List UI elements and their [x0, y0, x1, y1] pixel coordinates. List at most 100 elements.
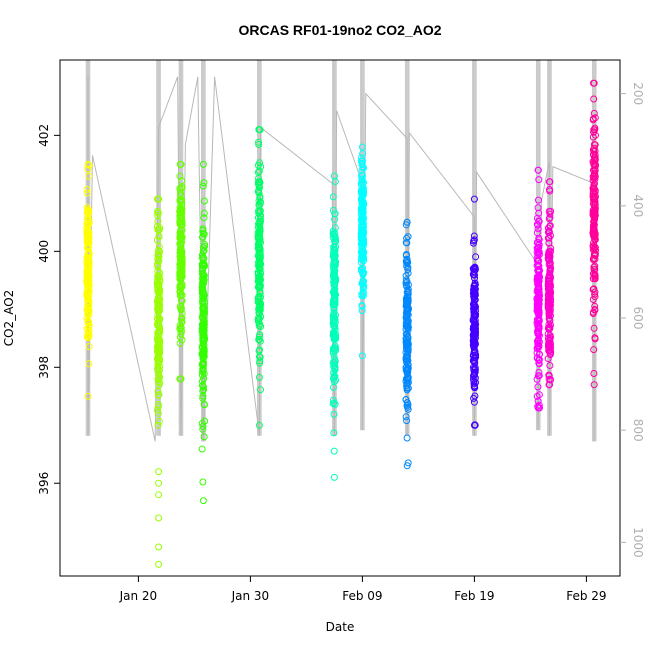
data-point	[546, 286, 554, 294]
data-point	[199, 294, 207, 302]
data-point	[470, 310, 478, 318]
data-point	[545, 314, 553, 322]
series-4	[254, 126, 265, 429]
data-point	[470, 289, 478, 297]
data-point	[402, 413, 410, 421]
data-point	[533, 220, 541, 228]
data-point	[200, 179, 208, 187]
data-point	[201, 308, 209, 316]
data-point	[331, 292, 339, 300]
data-point	[155, 345, 163, 353]
data-point	[589, 226, 597, 234]
data-point	[534, 297, 542, 305]
data-point	[545, 307, 553, 315]
data-point	[154, 281, 162, 289]
data-point	[83, 306, 91, 314]
data-point	[544, 330, 552, 338]
data-point	[331, 356, 339, 364]
data-point	[534, 247, 542, 255]
data-point	[545, 208, 553, 215]
x-tick-label: Jan 30	[231, 589, 270, 603]
data-point	[200, 197, 208, 205]
data-point	[357, 154, 365, 162]
x-axis-label: Date	[326, 620, 355, 634]
data-point	[470, 195, 478, 203]
data-point	[200, 244, 208, 252]
data-point	[404, 281, 412, 289]
data-point	[469, 341, 477, 349]
data-point	[85, 210, 92, 218]
data-point	[177, 375, 185, 383]
data-point	[546, 251, 554, 259]
data-point	[330, 429, 338, 437]
data-point	[359, 241, 367, 249]
data-point	[591, 154, 598, 162]
data-point	[469, 375, 477, 383]
data-point	[330, 447, 338, 455]
data-point	[470, 301, 478, 309]
data-point	[85, 343, 93, 351]
y-tick-label: 402	[37, 124, 51, 147]
data-point	[155, 543, 163, 551]
data-point	[155, 479, 163, 487]
data-point	[534, 280, 542, 288]
data-point	[403, 218, 411, 226]
data-point	[357, 255, 365, 263]
data-point	[255, 167, 263, 175]
data-point	[471, 330, 479, 338]
data-point	[404, 306, 412, 314]
y2-tick-label: 200	[631, 82, 645, 105]
data-point	[472, 253, 480, 261]
series-11	[589, 79, 599, 389]
data-point	[176, 198, 184, 206]
data-point	[589, 256, 597, 264]
data-point	[404, 297, 412, 304]
data-point	[178, 314, 186, 322]
data-points	[83, 79, 599, 568]
data-point	[329, 193, 337, 201]
data-point	[255, 175, 262, 182]
data-point	[154, 272, 162, 280]
data-point	[403, 367, 411, 375]
data-point	[404, 459, 412, 467]
data-point	[198, 251, 206, 259]
data-point	[471, 311, 479, 319]
data-point	[358, 143, 366, 151]
data-point	[404, 352, 412, 360]
data-point	[83, 291, 91, 299]
series-8	[469, 195, 480, 429]
data-point	[533, 375, 541, 383]
data-point	[403, 234, 411, 242]
data-point	[176, 333, 184, 341]
data-point	[155, 417, 163, 425]
data-point	[546, 323, 554, 331]
data-point	[256, 213, 264, 221]
series-7	[402, 218, 412, 470]
data-point	[255, 421, 263, 429]
data-point	[330, 399, 338, 407]
data-point	[590, 79, 598, 87]
data-point	[329, 400, 337, 408]
data-point	[402, 257, 410, 265]
data-point	[590, 346, 598, 354]
data-point	[178, 248, 186, 255]
data-point	[533, 316, 541, 323]
data-point	[470, 237, 478, 245]
data-point	[404, 311, 412, 319]
data-point	[156, 269, 163, 277]
data-point	[402, 295, 410, 303]
data-point	[545, 178, 553, 186]
data-point	[470, 236, 478, 244]
data-point	[589, 189, 597, 197]
data-point	[330, 359, 338, 367]
data-point	[85, 235, 93, 243]
data-point	[200, 345, 208, 353]
data-point	[403, 417, 411, 425]
data-point	[176, 303, 184, 311]
data-point	[155, 257, 163, 265]
data-point	[403, 318, 410, 326]
data-point	[154, 375, 162, 383]
chart-title: ORCAS RF01-19no2 CO2_AO2	[238, 22, 441, 38]
data-point	[403, 262, 411, 270]
data-point	[155, 322, 163, 330]
